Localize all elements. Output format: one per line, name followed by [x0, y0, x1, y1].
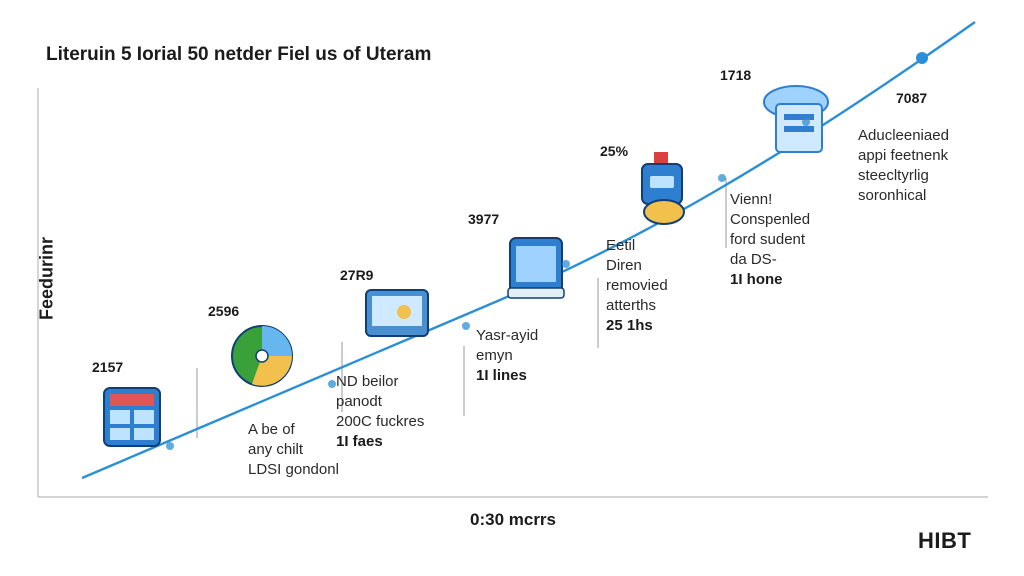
- caption-line: removied: [606, 277, 668, 294]
- smartphone-icon: [507, 237, 565, 299]
- caption-6: Vienn! Conspenled ford sudent da DS- 1I hone: [730, 190, 810, 290]
- icons-layer: [103, 85, 829, 447]
- y-axis-label: Feedurinr: [36, 237, 57, 321]
- value-label-5: 25%: [600, 143, 629, 159]
- caption-line: Vienn!: [730, 191, 773, 208]
- value-label-2: 2596: [208, 303, 239, 319]
- caption-line: 1I hone: [730, 271, 783, 288]
- pie-chart-icon: [231, 325, 293, 387]
- caption-3: ND beilor panodt 200C fuckres 1I faes: [336, 372, 424, 452]
- caption-line: panodt: [336, 393, 382, 410]
- value-label-1: 2157: [92, 359, 123, 375]
- chart-title: Literuin 5 Iorial 50 netder Fiel us of U…: [46, 44, 432, 65]
- brand-logo-text: HIBT: [918, 528, 972, 553]
- data-point-2: [328, 380, 336, 388]
- data-point-3: [462, 322, 470, 330]
- caption-line: LDSI gondonl: [248, 461, 339, 478]
- caption-line: 1I lines: [476, 367, 527, 384]
- caption-line: Yasr-ayid: [476, 327, 539, 344]
- data-point-7: [916, 52, 928, 64]
- caption-line: ford sudent: [730, 231, 806, 248]
- caption-line: 25 1hs: [606, 317, 653, 334]
- caption-line: ND beilor: [336, 373, 399, 390]
- caption-line: soronhical: [858, 187, 927, 204]
- data-point-5: [718, 174, 726, 182]
- caption-line: Conspenled: [730, 211, 811, 228]
- caption-7: Aducleeniaed appi feetnenk steecltyrlig sor…: [858, 126, 949, 206]
- data-point-4: [562, 260, 570, 268]
- caption-line: Aducleeniaed: [858, 127, 949, 144]
- caption-line: A be of: [248, 421, 295, 438]
- value-label-6: 1718: [720, 67, 751, 83]
- caption-line: steecltyrlig: [858, 167, 929, 184]
- caption-4: Yasr-ayid emyn 1I lines: [476, 326, 538, 386]
- caption-line: 200C fuckres: [336, 413, 425, 430]
- value-label-3: 27R9: [340, 267, 374, 283]
- value-labels: 2157 2596 27R9 3977 25% 1718 7087: [92, 67, 927, 375]
- caption-5: Eetil Diren removied atterths 25 1hs: [606, 236, 668, 336]
- data-point-1: [166, 442, 174, 450]
- data-point-6: [802, 118, 810, 126]
- caption-line: Diren: [606, 257, 642, 274]
- tablet-icon: [365, 289, 429, 337]
- leader-lines: [196, 178, 727, 438]
- caption-line: atterths: [606, 297, 657, 314]
- caption-line: da DS-: [730, 251, 777, 268]
- value-label-4: 3977: [468, 211, 499, 227]
- caption-line: any chilt: [248, 441, 304, 458]
- caption-line: appi feetnenk: [858, 147, 949, 164]
- caption-line: emyn: [476, 347, 513, 364]
- caption-2: A be of any chilt LDSI gondonl: [248, 420, 339, 480]
- value-label-7: 7087: [896, 90, 927, 106]
- robot-icon: [641, 152, 685, 225]
- caption-line: 1I faes: [336, 433, 383, 450]
- server-icon: [763, 85, 829, 153]
- caption-line: Eetil: [606, 237, 636, 254]
- document-icon: [103, 387, 161, 447]
- x-axis-label: 0:30 mcrrs: [470, 510, 557, 529]
- data-points: [166, 52, 928, 450]
